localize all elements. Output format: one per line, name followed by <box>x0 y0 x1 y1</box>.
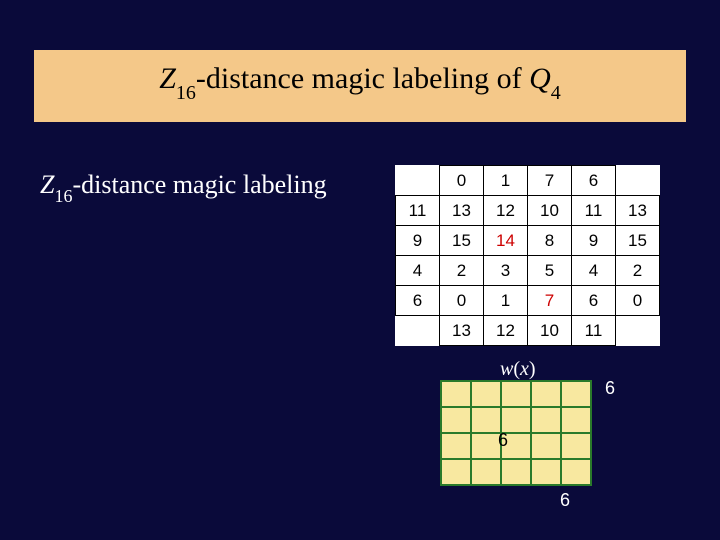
table-cell: 1 <box>484 286 528 316</box>
grid-cell <box>441 459 471 485</box>
table-cell: 1 <box>484 166 528 196</box>
grid-cell <box>471 433 501 459</box>
table-cell <box>616 316 660 346</box>
table-cell: 0 <box>440 166 484 196</box>
table-cell: 15 <box>440 226 484 256</box>
table-cell: 4 <box>572 256 616 286</box>
table-cell <box>396 166 440 196</box>
table-cell <box>396 316 440 346</box>
grid-cell <box>531 459 561 485</box>
six-label-bottom: 6 <box>560 490 570 511</box>
title-zsub: 16 <box>176 82 196 104</box>
wx-w: w <box>500 358 513 380</box>
grid-cell <box>561 433 591 459</box>
table-cell: 12 <box>484 196 528 226</box>
grid-cell <box>471 459 501 485</box>
wx-close: ) <box>529 358 536 380</box>
grid-cell <box>501 459 531 485</box>
sub-rest: -distance magic labeling <box>72 170 326 199</box>
six-label-right: 6 <box>605 378 615 399</box>
table-cell: 6 <box>572 286 616 316</box>
wx-x: x <box>520 358 529 380</box>
grid-cell <box>561 459 591 485</box>
table-cell: 0 <box>440 286 484 316</box>
table-cell: 8 <box>528 226 572 256</box>
grid-cell <box>561 407 591 433</box>
small-grid <box>440 380 592 486</box>
table-cell: 6 <box>396 286 440 316</box>
small-grid-wrap <box>440 380 592 486</box>
table-cell: 0 <box>616 286 660 316</box>
title-qsub: 4 <box>551 82 561 104</box>
grid-cell <box>531 407 561 433</box>
six-label-mid: 6 <box>498 430 508 451</box>
title-z: Z <box>159 62 176 95</box>
table-cell: 5 <box>528 256 572 286</box>
sub-zsub: 16 <box>54 186 72 206</box>
wx-label: w(x) <box>500 358 536 381</box>
grid-cell <box>471 407 501 433</box>
grid-cell <box>531 433 561 459</box>
table-cell: 14 <box>484 226 528 256</box>
wx-open: ( <box>513 358 520 380</box>
table-cell: 2 <box>616 256 660 286</box>
grid-cell <box>531 381 561 407</box>
grid-cell <box>441 381 471 407</box>
grid-cell <box>501 381 531 407</box>
table-cell: 11 <box>572 196 616 226</box>
table-cell: 7 <box>528 286 572 316</box>
table-cell: 9 <box>396 226 440 256</box>
table-cell: 15 <box>616 226 660 256</box>
table-cell: 7 <box>528 166 572 196</box>
table-cell: 11 <box>572 316 616 346</box>
table-cell: 4 <box>396 256 440 286</box>
grid-cell <box>561 381 591 407</box>
sub-z: Z <box>40 170 54 199</box>
grid-cell <box>441 433 471 459</box>
table-cell: 12 <box>484 316 528 346</box>
grid-cell <box>441 407 471 433</box>
table-cell: 10 <box>528 316 572 346</box>
title-mid: -distance magic labeling of <box>196 62 529 95</box>
table-cell: 11 <box>396 196 440 226</box>
top-dark-band <box>0 0 720 50</box>
table-cell: 10 <box>528 196 572 226</box>
table-cell: 9 <box>572 226 616 256</box>
subtitle: Z16-distance magic labeling <box>40 170 327 204</box>
title-q: Q <box>529 62 551 95</box>
table-cell: 6 <box>572 166 616 196</box>
table-cell: 13 <box>440 316 484 346</box>
table-cell: 13 <box>440 196 484 226</box>
table-cell: 2 <box>440 256 484 286</box>
table-cell <box>616 166 660 196</box>
table-cell: 13 <box>616 196 660 226</box>
slide-title: Z16-distance magic labeling of Q4 <box>0 62 720 101</box>
table-cell: 3 <box>484 256 528 286</box>
grid-cell <box>471 381 501 407</box>
labeling-table: 0176111312101113915148915423542601760131… <box>395 165 660 346</box>
